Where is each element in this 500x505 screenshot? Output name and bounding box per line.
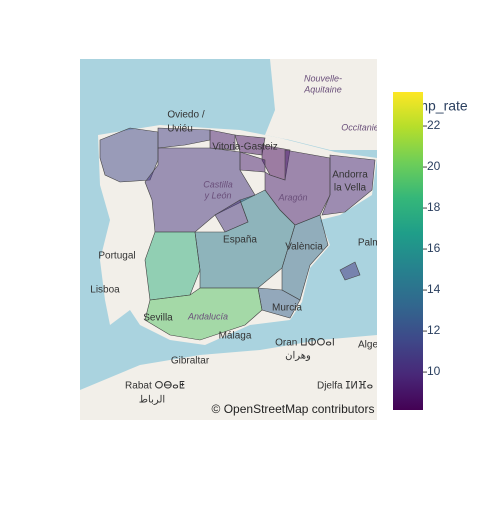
- region: [144, 231, 201, 301]
- place-label: y León: [203, 190, 231, 200]
- africa: [80, 335, 377, 420]
- place-label: الرباط: [139, 395, 165, 406]
- colorbar-tick-label: 12: [427, 323, 441, 337]
- place-label: Occitanie: [341, 122, 379, 132]
- colorbar-tick-label: 16: [427, 241, 441, 255]
- colorbar-tick-label: 14: [427, 282, 441, 296]
- colorbar: [393, 92, 423, 410]
- colorbar-tick-label: 22: [427, 118, 441, 132]
- place-label: Málaga: [219, 331, 252, 342]
- place-label: وهران: [285, 351, 311, 362]
- place-label: Nouvelle-: [304, 73, 342, 83]
- place-label: Gibraltar: [171, 356, 210, 367]
- place-label: Vitoria-Gasteiz: [212, 142, 277, 153]
- region: [157, 127, 211, 149]
- place-label: Castilla: [203, 179, 233, 189]
- place-label: España: [223, 235, 257, 246]
- place-label: Rabat ⵔⴱⴰⵟ: [125, 381, 185, 392]
- place-label: Portugal: [98, 251, 135, 262]
- place-label: Oviedo /: [167, 110, 204, 121]
- place-label: Aragón: [277, 192, 307, 202]
- region: [339, 261, 361, 281]
- region: [209, 129, 236, 151]
- place-label: Andalucía: [187, 311, 228, 321]
- region: [144, 147, 256, 233]
- place-label: Oran ⵡⵀⵔⴰⵏ: [275, 338, 335, 349]
- place-label: Sevilla: [143, 313, 173, 324]
- place-label: Andorra: [332, 170, 368, 181]
- place-label: Palma: [358, 238, 387, 249]
- place-label: Uviéu: [167, 124, 193, 135]
- place-label: Murcia: [272, 303, 302, 314]
- place-label: Alge: [358, 340, 378, 351]
- map: Nouvelle-Aquitaine Occitanie Oviedo / Uviéu…: [80, 59, 387, 420]
- attribution: © OpenStreetMap contributors: [212, 402, 375, 416]
- place-label: Aquitaine: [303, 84, 342, 94]
- colorbar-tick-label: 20: [427, 159, 441, 173]
- region: [144, 287, 263, 341]
- place-label: la Vella: [334, 183, 367, 194]
- place-label: València: [285, 242, 323, 253]
- region: [321, 154, 376, 216]
- colorbar-tick-label: 10: [427, 364, 441, 378]
- france: [200, 59, 377, 150]
- region: [281, 214, 329, 301]
- colorbar-tick-label: 18: [427, 200, 441, 214]
- place-label: Djelfa ⵊⵍⴼⴰ: [317, 381, 373, 392]
- place-label: Lisboa: [90, 285, 120, 296]
